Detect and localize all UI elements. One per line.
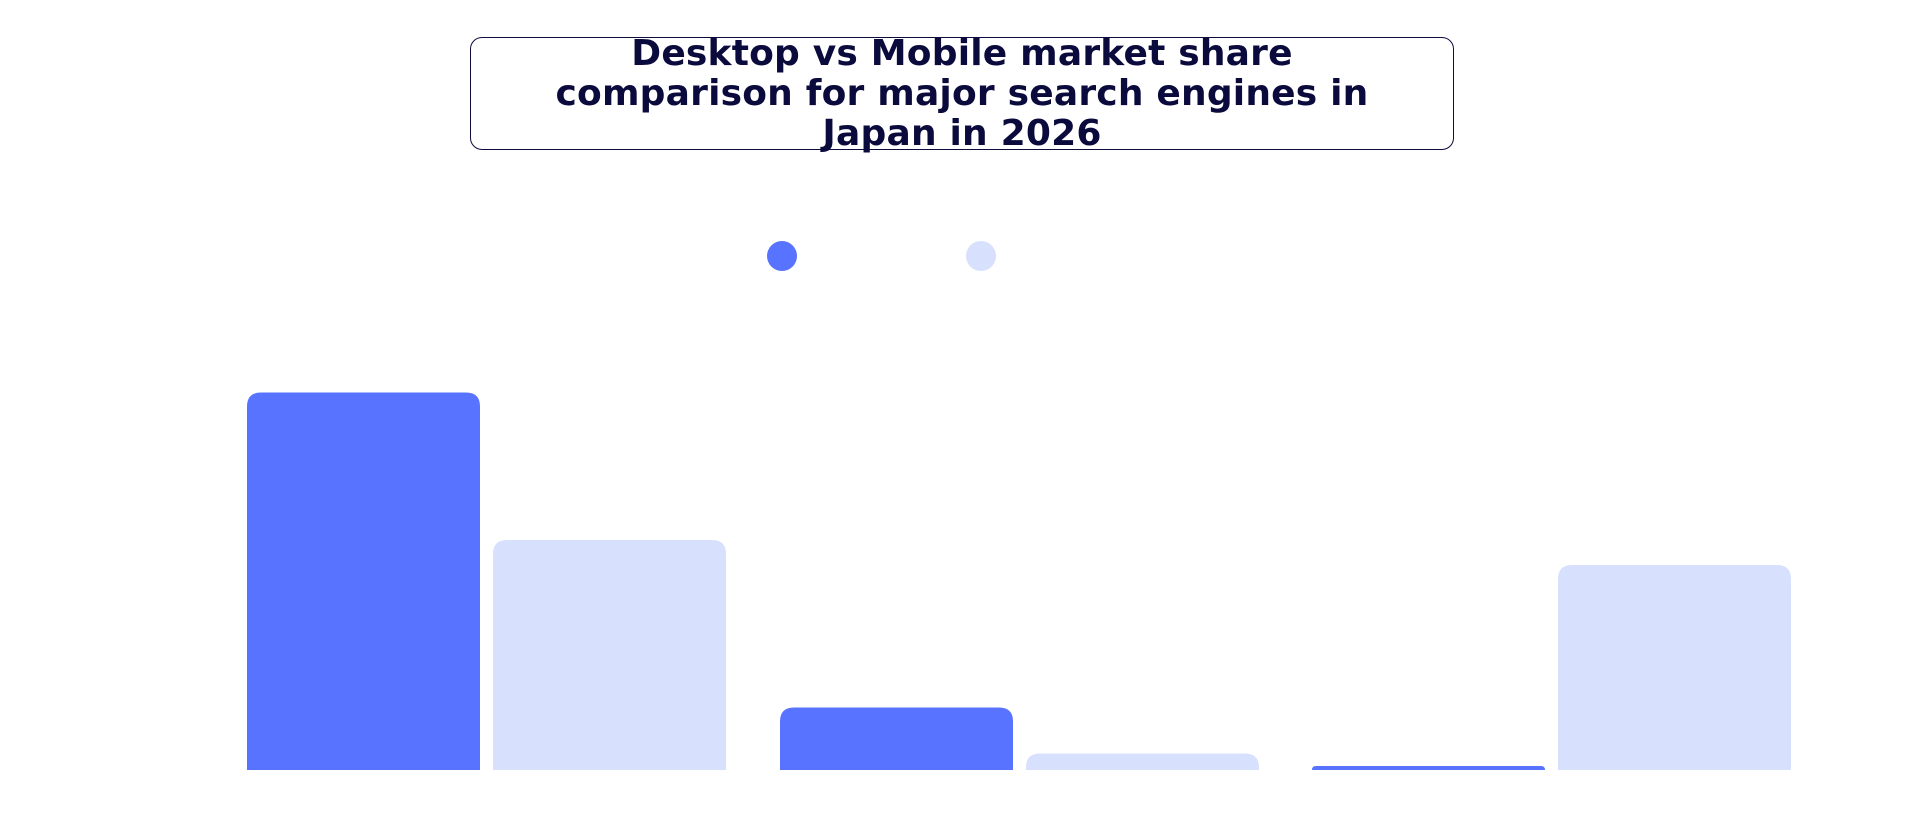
legend-swatch-series-2: [966, 241, 996, 271]
bar-series-1-category-2: [780, 707, 1013, 770]
bar-series-2-category-3: [1558, 565, 1791, 770]
chart-title-box: Desktop vs Mobile market share compariso…: [470, 33, 1454, 153]
legend-swatch-series-1: [767, 241, 797, 271]
legend: [0, 241, 1917, 273]
bar-series-1-category-1: [247, 392, 480, 770]
chart-title: Desktop vs Mobile market share compariso…: [555, 32, 1369, 154]
bar-series-2-category-2: [1026, 753, 1259, 770]
bar-series-1-category-3: [1312, 766, 1545, 770]
bar-series-2-category-1: [493, 540, 726, 770]
